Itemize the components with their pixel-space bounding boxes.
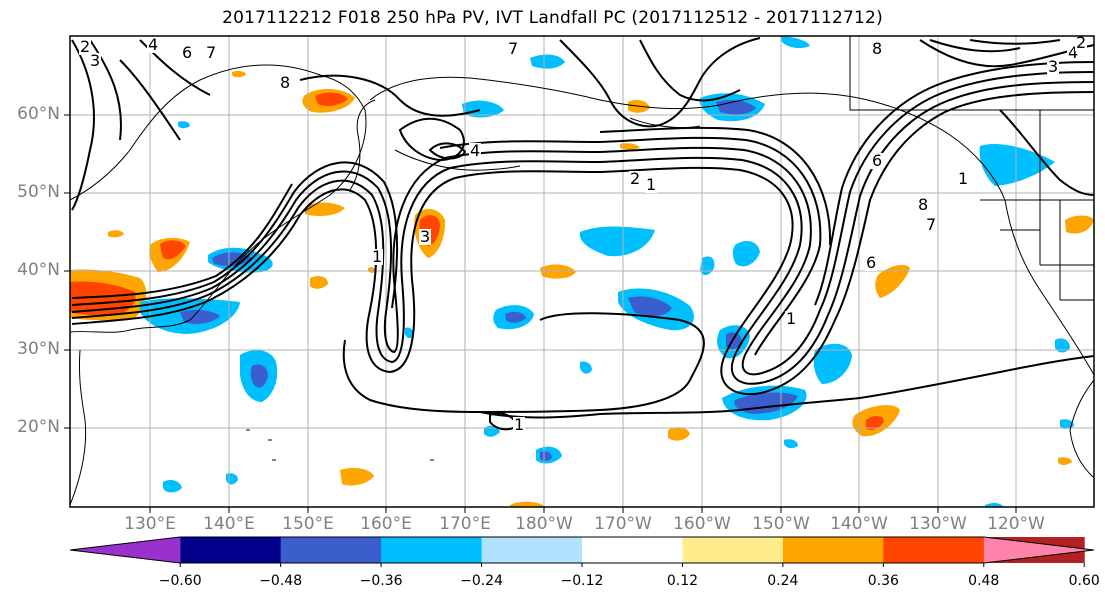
contour-label: 2 (1076, 33, 1086, 52)
longitude-label: 120°W (987, 514, 1045, 534)
contour-label: 3 (420, 227, 430, 246)
longitude-label: 160°E (360, 514, 412, 534)
contour-label: 7 (206, 43, 216, 62)
contour-label-bg (645, 177, 657, 193)
axis-ticks (64, 114, 1017, 513)
contour-label-bg (917, 197, 929, 213)
longitude-label: 160°W (673, 514, 731, 534)
longitude-label: 130°W (909, 514, 967, 534)
longitude-label: 150°E (282, 514, 334, 534)
colorbar-tick-label: −0.60 (158, 573, 202, 589)
colorbar-segment (582, 537, 683, 563)
longitude-label: 180°W (515, 514, 573, 534)
colorbar-segment (180, 537, 282, 563)
contour-label-bg (181, 45, 193, 61)
contour-label: 8 (280, 73, 290, 92)
contour-label-bg (89, 53, 101, 69)
latitude-label: 30°N (17, 339, 60, 359)
colorbar-segment (481, 537, 583, 563)
contour-label: 6 (866, 253, 876, 272)
contour-label: 8 (872, 39, 882, 58)
contour-label-bg (785, 311, 797, 327)
contour-label-bg (79, 39, 91, 55)
contour-label: 3 (1048, 57, 1058, 76)
colorbar-segment (983, 537, 1094, 563)
longitude-label: 140°W (830, 514, 888, 534)
map-graticule (70, 36, 1094, 507)
contour-label: 3 (90, 51, 100, 70)
contour-label-bg (147, 37, 159, 53)
colorbar-segment (782, 537, 884, 563)
latitude-label: 60°N (17, 104, 60, 124)
contour-label-bg (871, 153, 883, 169)
contour-label-bg (419, 229, 431, 245)
contour-label: 6 (872, 151, 882, 170)
contour-label: 6 (182, 43, 192, 62)
longitude-label: 170°W (594, 514, 652, 534)
longitude-label: 150°W (752, 514, 810, 534)
contour-label: 4 (148, 35, 158, 54)
contour-label: 1 (646, 175, 656, 194)
contour-label: 1 (514, 415, 524, 434)
colorbar-segment (883, 537, 985, 563)
pv-contours (71, 37, 1095, 431)
contour-label-bg (957, 171, 969, 187)
latitude-label: 50°N (17, 182, 60, 202)
contour-label-bg (513, 417, 525, 433)
map-title: 2017112212 F018 250 hPa PV, IVT Landfall… (222, 8, 883, 28)
contour-label-bg (871, 41, 883, 57)
contour-label-bg (1075, 35, 1087, 51)
contour-label: 4 (470, 141, 480, 160)
colorbar-tick-label: 0.60 (1068, 573, 1100, 589)
longitude-label: 170°E (439, 514, 491, 534)
contour-label: 8 (918, 195, 928, 214)
contour-label: 2 (80, 37, 90, 56)
colorbar-tick-label: −0.48 (259, 573, 303, 589)
colorbar-tick-label: −0.24 (460, 573, 503, 589)
contour-label-bg (469, 143, 481, 159)
colorbar-segment (280, 537, 382, 563)
contour-label-bg (507, 41, 519, 57)
colorbar-tick-label: −0.36 (359, 573, 403, 589)
contour-label-bg (629, 171, 641, 187)
contour-label-bg (925, 217, 937, 233)
colorbar-segment (70, 537, 181, 563)
coastlines (69, 36, 1095, 506)
contour-label: 1 (958, 169, 968, 188)
colorbar-tick-label: −0.12 (560, 573, 604, 589)
latitude-label: 20°N (17, 417, 60, 437)
contour-label-bg (1047, 59, 1059, 75)
contour-label: 4 (1068, 43, 1078, 62)
colorbar-segment (682, 537, 784, 563)
colorbar-segment (381, 537, 483, 563)
contour-label: 1 (372, 247, 382, 266)
contour-label-bg (371, 249, 383, 265)
colorbar-tick-label: 0.12 (666, 573, 699, 589)
contour-label-bg (865, 255, 877, 271)
contour-label: 7 (508, 39, 518, 58)
contour-label-bg (279, 75, 291, 91)
contour-label: 7 (926, 215, 936, 234)
contour-label-bg (205, 45, 217, 61)
colorbar-tick-label: 0.48 (968, 573, 1000, 589)
longitude-label: 140°E (203, 514, 255, 534)
colorbar-tick-label: 0.24 (767, 573, 799, 589)
colorbar (69, 536, 1095, 567)
latitude-label: 40°N (17, 260, 60, 280)
colorbar-tick-label: 0.36 (867, 573, 899, 589)
contour-label: 1 (786, 309, 796, 328)
contour-label: 2 (630, 169, 640, 188)
longitude-label: 130°E (124, 514, 176, 534)
